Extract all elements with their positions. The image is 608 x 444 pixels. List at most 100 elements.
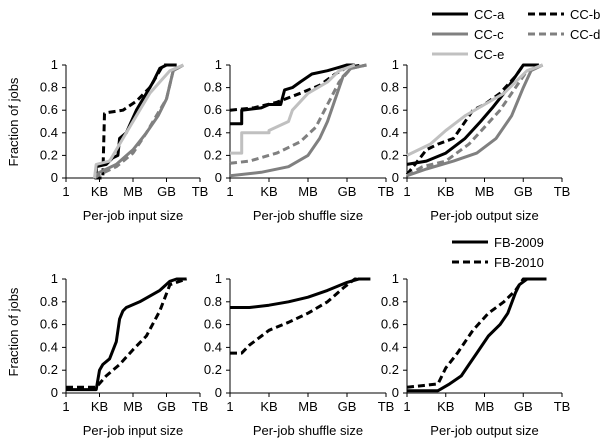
y-tick-label: 0.4 — [40, 339, 58, 354]
y-tick-label: 0.6 — [381, 102, 399, 117]
x-tick-label: GB — [157, 399, 176, 414]
y-tick-label: 0.4 — [40, 125, 58, 140]
y-tick-label: 0.8 — [204, 294, 222, 309]
y-tick-label: 0.4 — [204, 125, 222, 140]
x-tick-label: TB — [554, 399, 571, 414]
x-tick-label: TB — [554, 184, 571, 199]
y-tick-label: 0 — [215, 170, 222, 185]
y-tick-label: 0 — [215, 385, 222, 400]
y-tick-label: 0.4 — [381, 125, 399, 140]
y-tick-label: 1 — [215, 57, 222, 72]
x-tick-label: KB — [437, 399, 454, 414]
y-tick-label: 0.6 — [40, 102, 58, 117]
y-tick-label: 0.2 — [381, 362, 399, 377]
series-line-cc-d — [229, 63, 367, 165]
x-tick-label: 1 — [226, 399, 233, 414]
y-tick-label: 0.8 — [40, 80, 58, 95]
panels: 0 0.2 0.4 0.6 0.8 1 1 KB MB GB TB Per-job input siz… — [40, 57, 570, 438]
chart-top-right: 0 0.2 0.4 0.6 0.8 1 1 KB MB GB TB Per-job output si… — [381, 57, 570, 223]
x-axis-label: Per-job shuffle size — [253, 423, 363, 438]
series-line-cc-b — [405, 63, 539, 176]
y-tick-label: 0 — [51, 170, 58, 185]
y-tick-label: 0.8 — [381, 80, 399, 95]
x-tick-label: MB — [298, 184, 318, 199]
x-tick-label: KB — [91, 399, 108, 414]
x-tick-label: KB — [260, 184, 277, 199]
x-tick-label: 1 — [62, 184, 69, 199]
x-tick-label: MB — [123, 399, 143, 414]
y-tick-label: 0.2 — [381, 147, 399, 162]
y-tick-label: 0.6 — [40, 317, 58, 332]
y-tick-label: 0.2 — [204, 147, 222, 162]
x-tick-label: 1 — [226, 184, 233, 199]
x-tick-label: TB — [378, 399, 395, 414]
legend-bottom: FB-2009 FB-2010 — [452, 235, 544, 270]
x-tick-label: MB — [123, 184, 143, 199]
y-tick-label: 0.8 — [40, 294, 58, 309]
x-tick-label: MB — [475, 399, 495, 414]
x-tick-label: 1 — [403, 184, 410, 199]
x-tick-label: KB — [260, 399, 277, 414]
chart-top-left: 0 0.2 0.4 0.6 0.8 1 1 KB MB GB TB Per-job input siz… — [40, 57, 208, 223]
series-line-fb-2010 — [406, 277, 547, 389]
x-tick-label: GB — [338, 184, 357, 199]
y-tick-label: 0.8 — [381, 294, 399, 309]
series-line-cc-e — [230, 63, 356, 155]
x-tick-label: GB — [514, 184, 533, 199]
y-tick-label: 0.6 — [204, 102, 222, 117]
series-line-cc-c — [406, 63, 544, 178]
chart-bottom-middle: 0 0.2 0.4 0.6 0.8 1 1 KB MB GB TB Per-job shuffle s… — [204, 271, 394, 438]
y-tick-label: 0.4 — [381, 339, 399, 354]
y-tick-label: 0.4 — [204, 339, 222, 354]
y-tick-label: 0.6 — [381, 317, 399, 332]
x-axis-label: Per-job output size — [430, 423, 538, 438]
x-tick-label: KB — [91, 184, 108, 199]
legend-label-fb-2009: FB-2009 — [494, 235, 544, 250]
x-tick-label: GB — [514, 399, 533, 414]
x-tick-label: KB — [437, 184, 454, 199]
legend-label-cc-a: CC-a — [474, 7, 505, 22]
series-line-fb-2010 — [230, 277, 371, 355]
y-axis-label-bottom: Fraction of jobs — [6, 287, 21, 376]
x-axis-label: Per-job output size — [430, 208, 538, 223]
y-tick-label: 0.2 — [40, 147, 58, 162]
y-tick-label: 1 — [51, 57, 58, 72]
legend-label-fb-2010: FB-2010 — [494, 255, 544, 270]
y-tick-label: 1 — [51, 271, 58, 286]
legend-label-cc-c: CC-c — [474, 27, 504, 42]
series-line-fb-2010 — [66, 277, 188, 389]
y-tick-label: 0.2 — [204, 362, 222, 377]
series-line-cc-e — [406, 63, 544, 157]
x-tick-label: MB — [298, 399, 318, 414]
y-tick-label: 0.6 — [204, 317, 222, 332]
y-tick-label: 1 — [215, 271, 222, 286]
x-tick-label: MB — [475, 184, 495, 199]
x-tick-label: GB — [338, 399, 357, 414]
x-axis-label: Per-job input size — [83, 423, 183, 438]
x-tick-label: TB — [192, 184, 209, 199]
y-tick-label: 0 — [51, 385, 58, 400]
series-line-cc-e — [93, 63, 184, 179]
y-tick-label: 0 — [392, 170, 399, 185]
series-line-fb-2009 — [230, 277, 371, 309]
chart-bottom-left: 0 0.2 0.4 0.6 0.8 1 1 KB MB GB TB Per-job input siz… — [40, 271, 208, 438]
y-tick-label: 0 — [392, 385, 399, 400]
y-tick-label: 0.8 — [204, 80, 222, 95]
series-line-cc-d — [93, 63, 185, 180]
x-tick-label: 1 — [62, 399, 69, 414]
x-tick-label: 1 — [403, 399, 410, 414]
y-axis-label-top: Fraction of jobs — [6, 77, 21, 166]
legend-top: CC-a CC-b CC-c CC-d CC-e — [432, 7, 600, 62]
legend-label-cc-b: CC-b — [570, 7, 600, 22]
series-line-fb-2009 — [407, 277, 547, 393]
chart-top-middle: 0 0.2 0.4 0.6 0.8 1 1 KB MB GB TB Per-job shuffle s… — [204, 57, 394, 223]
y-tick-label: 1 — [392, 57, 399, 72]
x-axis-label: Per-job input size — [83, 208, 183, 223]
series-line-cc-b — [94, 63, 177, 180]
chart-bottom-right: 0 0.2 0.4 0.6 0.8 1 1 KB MB GB TB Per-job output si… — [381, 271, 570, 438]
series-line-cc-b — [229, 63, 363, 112]
series-line-fb-2009 — [66, 277, 187, 392]
x-tick-label: GB — [157, 184, 176, 199]
x-tick-label: TB — [192, 399, 209, 414]
